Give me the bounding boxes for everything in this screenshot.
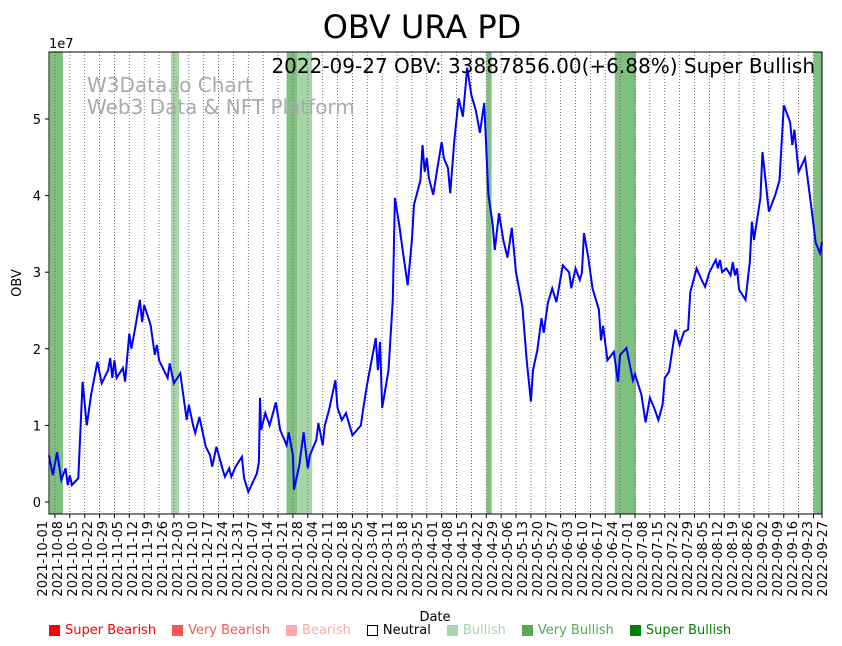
legend-item-very-bullish: Very Bullish <box>521 620 614 640</box>
legend-label: Very Bullish <box>537 622 614 638</box>
legend-swatch <box>285 624 297 636</box>
x-tick-label: 2022-04-15 <box>456 521 471 597</box>
shaded-region-very-bullish <box>286 52 298 514</box>
x-tick-label: 2021-12-17 <box>201 521 216 597</box>
x-tick-label: 2022-01-21 <box>276 521 291 597</box>
shaded-region-bullish <box>170 52 180 514</box>
x-tick-label: 2022-02-25 <box>351 521 366 597</box>
x-tick-label: 2022-04-29 <box>486 521 501 597</box>
x-tick-label: 2022-02-11 <box>321 521 336 597</box>
x-tick-label: 2021-12-31 <box>231 521 246 597</box>
x-tick-label: 2022-07-01 <box>621 521 636 597</box>
x-tick-label: 2022-04-08 <box>441 521 456 597</box>
x-tick-label: 2022-03-11 <box>381 521 396 597</box>
x-tick-label: 2022-05-27 <box>546 521 561 597</box>
legend-item-neutral: Neutral <box>366 620 431 640</box>
x-tick-label: 2022-09-23 <box>801 521 816 597</box>
y-scale-label: 1e7 <box>49 37 74 52</box>
y-tick-label: 4 <box>33 190 41 205</box>
y-axis-label: OBV <box>10 269 25 297</box>
x-tick-label: 2022-09-27 <box>816 521 831 597</box>
legend-item-bearish: Bearish <box>285 620 351 640</box>
y-tick-label: 1 <box>33 419 41 434</box>
shaded-region-very-bullish <box>813 52 822 514</box>
legend-swatch <box>172 624 184 636</box>
legend-swatch <box>521 624 533 636</box>
latest-value-annotation: 2022-09-27 OBV: 33887856.00(+6.88%) Supe… <box>271 54 815 78</box>
legend-label: Super Bearish <box>65 622 157 638</box>
shaded-region-very-bullish <box>486 52 492 514</box>
x-tick-label: 2022-09-09 <box>771 521 786 597</box>
watermark-line-2: Web3 Data & NFT Platform <box>87 95 355 119</box>
x-tick-label: 2022-08-05 <box>696 521 711 597</box>
x-tick-label: 2022-07-15 <box>651 521 666 597</box>
x-tick-label: 2022-01-07 <box>246 521 261 597</box>
legend-item-very-bearish: Very Bearish <box>172 620 270 640</box>
plot-frame <box>48 51 823 515</box>
x-axis-label: Date <box>419 610 450 625</box>
x-tick-label: 2021-11-12 <box>126 521 141 597</box>
x-tick-label: 2021-10-15 <box>66 521 81 597</box>
x-tick-label: 2022-02-18 <box>336 521 351 597</box>
x-tick-label: 2022-05-06 <box>501 521 516 597</box>
x-tick-label: 2022-01-14 <box>261 521 276 597</box>
y-tick-label: 2 <box>33 343 41 358</box>
x-tick-label: 2022-06-10 <box>576 521 591 597</box>
x-tick-label: 2022-04-01 <box>426 521 441 597</box>
legend-label: Very Bearish <box>188 622 270 638</box>
x-tick-label: 2022-05-13 <box>516 521 531 597</box>
legend-swatch <box>446 624 458 636</box>
legend-label: Super Bullish <box>645 622 732 638</box>
legend-swatch <box>366 624 378 636</box>
shaded-region-bullish <box>297 52 313 514</box>
shaded-region-very-bullish <box>614 52 636 514</box>
shaded-region-very-bullish <box>49 52 64 514</box>
chart-title: OBV URA PD <box>323 8 522 46</box>
x-tick-label: 2022-06-24 <box>606 521 621 597</box>
x-tick-label: 2022-08-26 <box>741 521 756 597</box>
legend-swatch <box>49 624 60 636</box>
x-tick-label: 2022-01-28 <box>291 521 306 597</box>
x-tick-label: 2022-03-04 <box>366 521 381 597</box>
legend-item-super-bullish: Super Bullish <box>629 620 732 640</box>
legend-label: Neutral <box>382 622 431 638</box>
x-tick-label: 2022-07-08 <box>636 521 651 597</box>
x-tick-label: 2021-12-10 <box>186 521 201 597</box>
watermark-line-1: W3Data.io Chart <box>87 73 253 97</box>
y-tick-label: 0 <box>33 496 41 511</box>
legend: Super Bearish Very Bearish Bearish Neutral B… <box>49 620 731 640</box>
x-tick-label: 2021-11-05 <box>111 521 126 597</box>
x-tick-label: 2021-10-29 <box>96 521 111 597</box>
x-tick-label: 2022-08-12 <box>711 521 726 597</box>
y-tick-label: 5 <box>33 113 41 128</box>
y-tick-label: 3 <box>33 266 41 281</box>
obv-series-line <box>48 67 823 495</box>
legend-swatch <box>629 624 641 636</box>
x-tick-label: 2022-04-22 <box>471 521 486 597</box>
x-tick-label: 2021-10-22 <box>81 521 96 597</box>
x-tick-label: 2022-06-03 <box>561 521 576 597</box>
x-tick-label: 2021-10-01 <box>36 521 51 597</box>
x-tick-label: 2021-11-19 <box>141 521 156 597</box>
x-tick-label: 2022-03-18 <box>396 521 411 597</box>
x-tick-label: 2022-07-29 <box>681 521 696 597</box>
x-tick-label: 2021-12-24 <box>216 521 231 597</box>
legend-item-bullish: Bullish <box>446 620 506 640</box>
x-tick-label: 2022-06-17 <box>591 521 606 597</box>
x-tick-label: 2021-11-26 <box>156 521 171 597</box>
legend-item-super-bearish: Super Bearish <box>49 620 156 640</box>
x-tick-label: 2022-03-25 <box>411 521 426 597</box>
x-tick-label: 2022-09-16 <box>786 521 801 597</box>
x-tick-label: 2022-07-22 <box>666 521 681 597</box>
x-tick-label: 2022-05-20 <box>531 521 546 597</box>
x-tick-label: 2022-09-02 <box>756 521 771 597</box>
legend-label: Bearish <box>301 622 351 638</box>
legend-label: Bullish <box>462 622 506 638</box>
x-tick-label: 2022-08-19 <box>726 521 741 597</box>
x-tick-label: 2022-02-04 <box>306 521 321 597</box>
x-tick-label: 2021-10-08 <box>51 521 66 597</box>
x-tick-label: 2021-12-03 <box>171 521 186 597</box>
